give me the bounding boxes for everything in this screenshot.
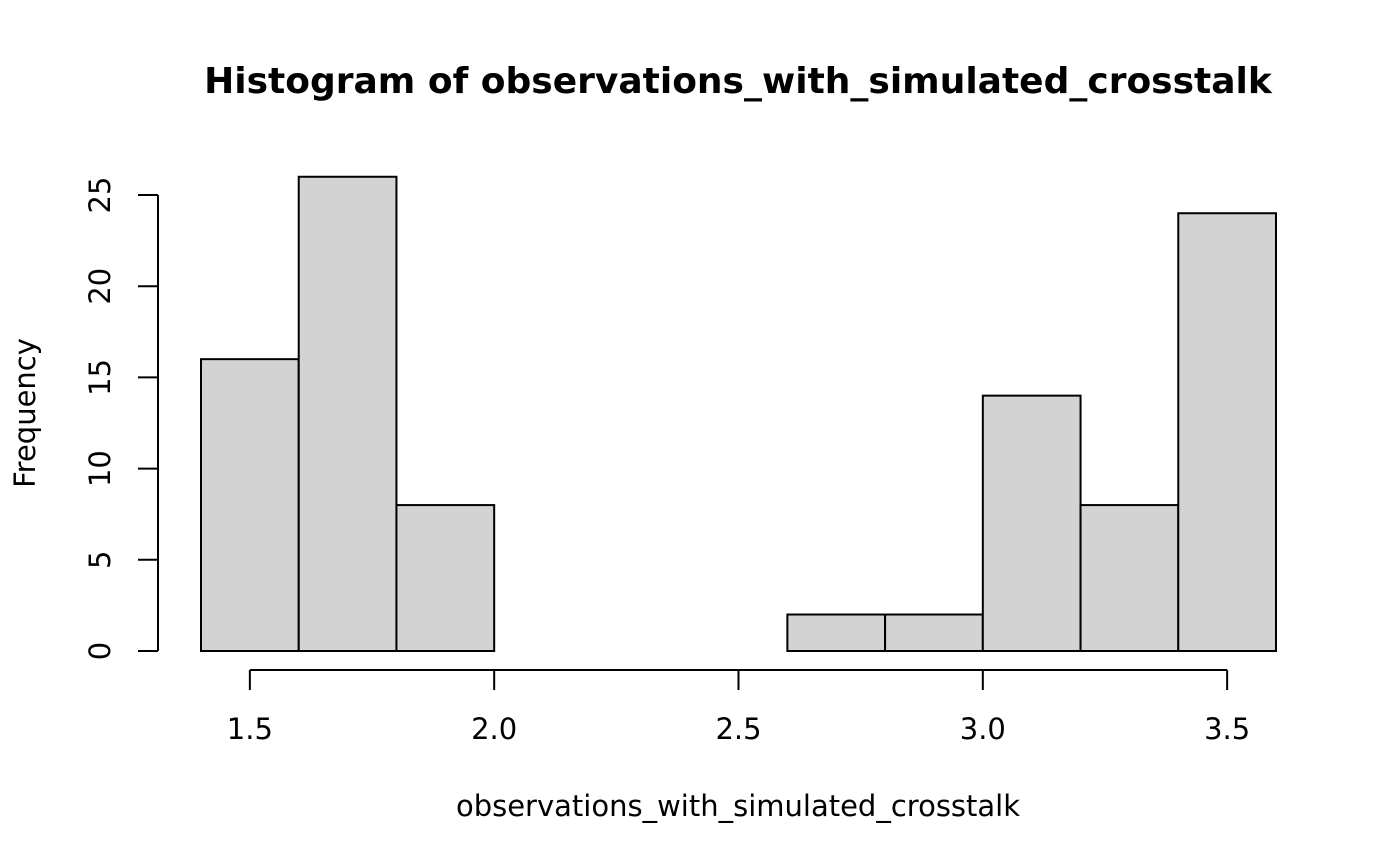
y-tick-label: 25 — [83, 177, 117, 214]
y-tick-label: 20 — [83, 268, 117, 305]
x-tick-label: 2.5 — [715, 712, 761, 746]
x-tick-label: 3.5 — [1204, 712, 1250, 746]
bars-group — [200, 175, 1277, 653]
histogram-bar — [981, 394, 1082, 653]
y-tick-label: 10 — [83, 450, 117, 487]
histogram-bar — [786, 613, 887, 653]
histogram-bar — [1177, 212, 1277, 653]
histogram-bar — [884, 613, 984, 653]
chart-title: Histogram of observations_with_simulated… — [204, 61, 1273, 102]
histogram-bar — [395, 504, 496, 652]
histogram-bar — [1079, 504, 1180, 652]
x-tick-label: 2.0 — [471, 712, 517, 746]
y-axis-label: Frequency — [8, 338, 42, 488]
y-tick-label: 0 — [83, 642, 117, 660]
histogram-bar — [297, 175, 398, 652]
y-tick-label: 15 — [83, 359, 117, 396]
x-axis-label: observations_with_simulated_crosstalk — [456, 789, 1020, 823]
x-tick-label: 1.5 — [227, 712, 273, 746]
x-axis: 1.5 2.0 2.5 3.0 3.5 — [227, 669, 1250, 746]
histogram-bar — [200, 358, 300, 652]
y-axis: 0 5 10 15 20 25 — [83, 177, 159, 660]
x-tick-label: 3.0 — [960, 712, 1006, 746]
y-tick-label: 5 — [83, 551, 117, 569]
